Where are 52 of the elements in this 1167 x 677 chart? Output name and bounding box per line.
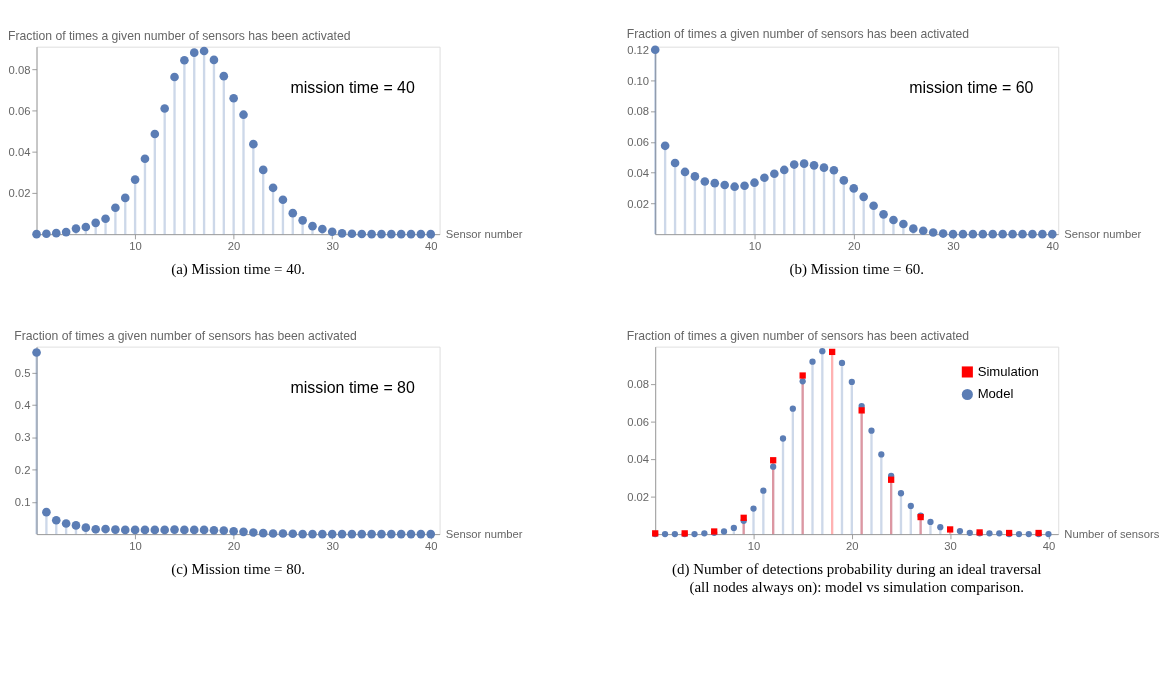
x-tick-label: 20	[227, 539, 241, 552]
y-tick-label: 0.06	[8, 104, 31, 117]
annotation: mission time = 60	[909, 78, 1034, 96]
y-tick-label: 0.02	[627, 197, 650, 210]
y-tick-label: 0.06	[627, 415, 650, 428]
y-tick-label: 0.04	[8, 145, 31, 158]
x-tick-label: 30	[326, 539, 339, 552]
chart-title: Fraction of times a given number of sensors has been activated	[14, 329, 357, 344]
y-tick-label: 0.06	[627, 136, 650, 149]
y-tick-label: 0.12	[627, 43, 650, 56]
y-tick-label: 0.10	[627, 74, 650, 87]
chart-title: Fraction of times a given number of sensors has been activated	[626, 26, 970, 41]
y-tick-label: 0.08	[627, 105, 650, 118]
y-tick-label: 0.02	[627, 490, 650, 503]
x-tick-label: 30	[947, 239, 960, 252]
text: (d) Number of detections probability during an ideal traversal (all nodes always on): model vs simulation comparison.	[671, 561, 1042, 597]
y-tick-label: 0.1	[14, 496, 31, 509]
y-tick-label: 0.08	[8, 63, 31, 76]
y-tick-label: 0.02	[8, 187, 31, 200]
x-axis-title: Sensor number	[445, 528, 523, 541]
text: (c) Mission time = 80.	[171, 561, 305, 579]
x-axis-title: Sensor number	[445, 228, 523, 241]
x-tick-label: 40	[424, 539, 438, 552]
x-axis-title: Number of sensors	[1064, 528, 1160, 541]
x-tick-label: 20	[846, 539, 859, 552]
legend-label: Model	[977, 386, 1014, 402]
y-tick-label: 0.4	[14, 399, 31, 412]
chart-title: Fraction of times a given number of sensors has been activated	[626, 329, 970, 344]
annotation: mission time = 40	[290, 78, 415, 96]
y-tick-label: 0.04	[627, 453, 650, 466]
text: (b) Mission time = 60.	[789, 261, 925, 279]
legend-label: Simulation	[977, 363, 1039, 379]
x-tick-label: 40	[424, 239, 438, 252]
x-tick-label: 10	[748, 239, 762, 252]
annotation: mission time = 80	[290, 378, 415, 396]
x-tick-label: 10	[747, 539, 761, 552]
x-tick-label: 30	[944, 539, 957, 552]
y-tick-label: 0.08	[627, 378, 650, 391]
x-tick-label: 30	[326, 239, 339, 252]
y-tick-label: 0.04	[627, 166, 650, 179]
x-tick-label: 40	[1042, 539, 1056, 552]
chart-title: Fraction of times a given number of sensors has been activated	[8, 29, 351, 44]
y-tick-label: 0.5	[14, 366, 31, 379]
x-tick-label: 10	[129, 239, 142, 252]
y-tick-label: 0.3	[14, 431, 31, 444]
y-tick-label: 0.2	[14, 463, 31, 476]
x-tick-label: 10	[129, 539, 142, 552]
x-tick-label: 20	[227, 239, 241, 252]
text: (a) Mission time = 40.	[171, 261, 305, 279]
x-tick-label: 20	[847, 239, 861, 252]
x-tick-label: 40	[1046, 239, 1060, 252]
x-axis-title: Sensor number	[1064, 228, 1142, 241]
